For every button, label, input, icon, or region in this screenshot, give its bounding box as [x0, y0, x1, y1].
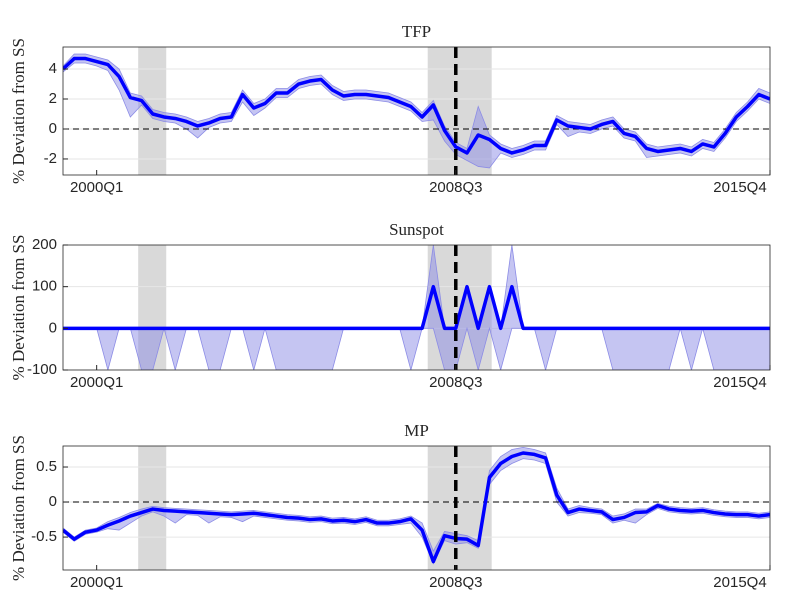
- y-axis-label: % Deviation from SS: [9, 38, 28, 184]
- credible-band: [63, 446, 770, 565]
- x-tick-label: 2008Q3: [429, 574, 482, 591]
- x-tick-label: 2015Q4: [713, 179, 766, 196]
- x-tick-label: 2000Q1: [70, 374, 123, 391]
- x-tick-label: 2008Q3: [429, 179, 482, 196]
- y-tick-label: -2: [44, 150, 57, 167]
- plot-area: [63, 245, 770, 370]
- y-tick-label: 2: [49, 90, 57, 107]
- y-tick-label: 200: [32, 236, 57, 253]
- y-axis-label: % Deviation from SS: [9, 435, 28, 581]
- y-axis-label: % Deviation from SS: [9, 235, 28, 381]
- y-tick-label: 4: [49, 60, 57, 77]
- plot-area: [63, 446, 770, 570]
- y-tick-label: 100: [32, 278, 57, 295]
- x-tick-label: 2000Q1: [70, 574, 123, 591]
- x-tick-label: 2008Q3: [429, 374, 482, 391]
- y-tick-label: 0.5: [36, 458, 57, 475]
- median-line: [63, 451, 770, 564]
- x-tick-label: 2015Q4: [713, 374, 766, 391]
- chart-title: MP: [404, 421, 429, 440]
- axes-box: [62, 46, 771, 176]
- x-tick-label: 2015Q4: [713, 574, 766, 591]
- axes-box: [62, 445, 771, 571]
- chart-title: Sunspot: [389, 220, 444, 239]
- plot-area: [63, 47, 770, 175]
- y-tick-label: 0: [49, 120, 57, 137]
- credible-band: [63, 245, 770, 370]
- y-tick-label: -0.5: [31, 528, 57, 545]
- x-tick-label: 2000Q1: [70, 179, 123, 196]
- y-tick-label: 0: [49, 319, 57, 336]
- chart-title: TFP: [402, 22, 431, 41]
- median-line: [63, 56, 770, 155]
- y-tick-label: 0: [49, 493, 57, 510]
- median-line: [63, 284, 770, 331]
- y-tick-label: -100: [27, 361, 57, 378]
- axes-box: [62, 244, 771, 371]
